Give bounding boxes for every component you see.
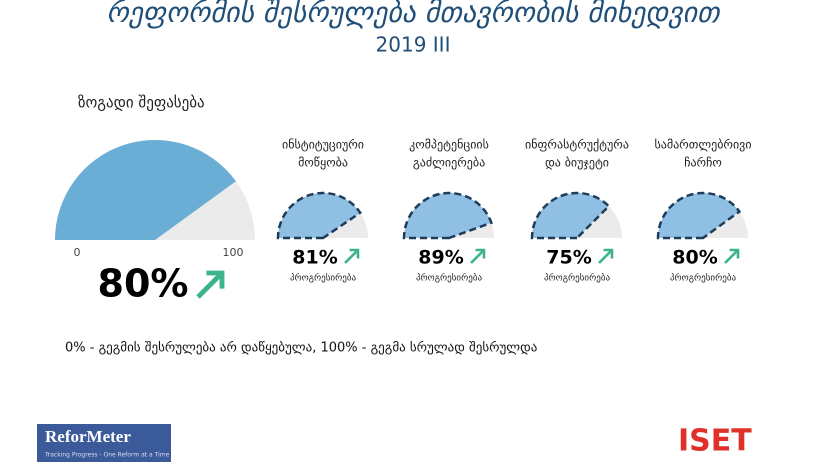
trend-arrow — [344, 249, 359, 264]
value-label: 81% — [292, 247, 337, 269]
gauge-title: გაძლიერება — [413, 156, 485, 170]
trend-arrow-head — [349, 248, 360, 259]
gauge-fill — [276, 191, 362, 240]
trend-arrow-head — [206, 270, 225, 289]
slide-title: რეფორმის შესრულება მთავრობის მიხედვით — [106, 0, 721, 29]
trend-arrow — [470, 249, 485, 264]
status-label: პროგრესირება — [416, 273, 483, 284]
slide-subtitle: 2019 III — [376, 33, 451, 57]
value-label: 80% — [98, 262, 189, 306]
value-label: 80% — [672, 247, 717, 269]
status-label: პროგრესირება — [544, 273, 611, 284]
status-label: პროგრესირება — [290, 273, 357, 284]
status-label: პროგრესირება — [670, 273, 737, 284]
gauge-title: ინფრასტრუქტურა — [525, 138, 629, 152]
logo-box — [37, 424, 171, 462]
gauge-title: მოწყობა — [298, 156, 348, 170]
gauge-title: ჩარჩო — [684, 156, 722, 170]
logo-tagline: Tracking Progress - One Reform at a Time — [44, 452, 170, 459]
gauge-fill — [402, 191, 493, 240]
logo-reformeter: ReforMeter — [45, 427, 131, 446]
trend-arrow-head — [729, 248, 740, 259]
gauge-fill — [530, 191, 611, 240]
value-label: 89% — [418, 247, 463, 269]
gauge-title: ინსტიტუციური — [282, 138, 364, 152]
gauge-title: სამართლებრივი — [654, 138, 751, 152]
trend-arrow — [598, 249, 613, 264]
trend-arrow — [724, 249, 739, 264]
value-label: 75% — [546, 247, 591, 269]
gauge-title: ზოგადი შეფასება — [78, 94, 205, 112]
tick-label: 0 — [74, 246, 81, 259]
trend-arrow — [196, 271, 224, 299]
logo-iset: ISET — [678, 424, 752, 459]
gauge-title: და ბიუჯეტი — [545, 156, 609, 170]
trend-arrow-head — [475, 248, 486, 259]
gauge-fill — [656, 191, 742, 240]
gauge-fill — [55, 140, 236, 240]
gauge-title: კომპეტენციის — [409, 138, 489, 152]
trend-arrow-head — [603, 248, 614, 259]
note: 0% - გეგმის შესრულება არ დაწყებულა, 100%… — [65, 341, 537, 356]
tick-label: 100 — [223, 246, 244, 259]
